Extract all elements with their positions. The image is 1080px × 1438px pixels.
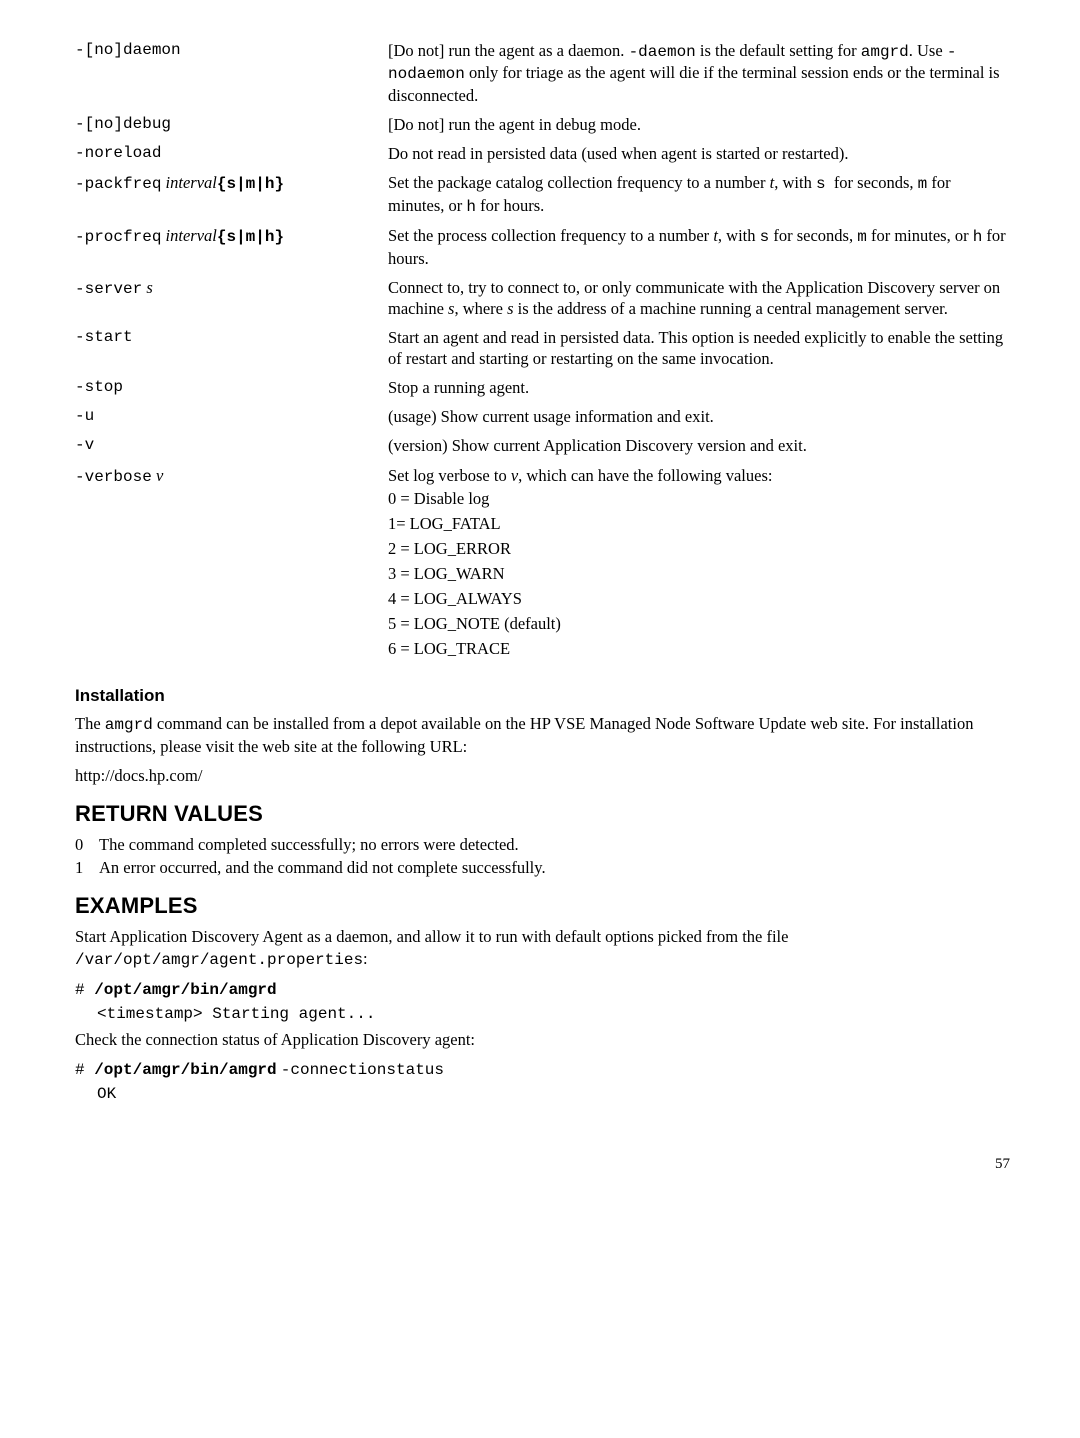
option-flag: -verbose v: [75, 463, 388, 668]
option-row: -u(usage) Show current usage information…: [75, 404, 1010, 433]
option-row: -server sConnect to, try to connect to, …: [75, 275, 1010, 325]
installation-url: http://docs.hp.com/: [75, 765, 1010, 786]
option-row: -[no]debug[Do not] run the agent in debu…: [75, 112, 1010, 141]
option-flag: -procfreq interval{s|m|h}: [75, 223, 388, 275]
option-desc: Start an agent and read in persisted dat…: [388, 325, 1010, 375]
return-value-row: 0The command completed successfully; no …: [75, 834, 1010, 855]
option-flag: -v: [75, 433, 388, 462]
option-desc: (version) Show current Application Disco…: [388, 433, 1010, 462]
example-cmd-2: # /opt/amgr/bin/amgrd -connectionstatus: [75, 1058, 1010, 1080]
verbose-intro: Set log verbose to v, which can have the…: [388, 465, 1010, 486]
option-desc: [Do not] run the agent in debug mode.: [388, 112, 1010, 141]
installation-p1: The amgrd command can be installed from …: [75, 713, 1010, 757]
option-desc: [Do not] run the agent as a daemon. -dae…: [388, 38, 1010, 112]
verbose-levels: 0 = Disable log1= LOG_FATAL2 = LOG_ERROR…: [388, 486, 1010, 662]
option-row: -stopStop a running agent.: [75, 375, 1010, 404]
verbose-level: 0 = Disable log: [388, 486, 1010, 511]
example-out-1: <timestamp> Starting agent...: [97, 1004, 1010, 1024]
option-flag: -start: [75, 325, 388, 375]
examples-p1: Start Application Discovery Agent as a d…: [75, 926, 1010, 970]
examples-heading: EXAMPLES: [75, 892, 1010, 920]
option-flag: -u: [75, 404, 388, 433]
verbose-level: 1= LOG_FATAL: [388, 511, 1010, 536]
verbose-level: 2 = LOG_ERROR: [388, 536, 1010, 561]
options-table: -[no]daemon[Do not] run the agent as a d…: [75, 38, 1010, 667]
option-row: -packfreq interval{s|m|h}Set the package…: [75, 170, 1010, 223]
option-row: -verbose vSet log verbose to v, which ca…: [75, 463, 1010, 668]
installation-heading: Installation: [75, 685, 1010, 707]
option-row: -startStart an agent and read in persist…: [75, 325, 1010, 375]
return-values-list: 0The command completed successfully; no …: [75, 834, 1010, 878]
option-row: -v(version) Show current Application Dis…: [75, 433, 1010, 462]
option-desc: (usage) Show current usage information a…: [388, 404, 1010, 433]
example-out-2: OK: [97, 1084, 1010, 1104]
return-code: 0: [75, 834, 99, 855]
option-row: -[no]daemon[Do not] run the agent as a d…: [75, 38, 1010, 112]
return-code: 1: [75, 857, 99, 878]
option-flag: -[no]daemon: [75, 38, 388, 112]
option-desc: Set log verbose to v, which can have the…: [388, 463, 1010, 668]
return-value-row: 1An error occurred, and the command did …: [75, 857, 1010, 878]
option-desc: Do not read in persisted data (used when…: [388, 141, 1010, 170]
option-row: -noreloadDo not read in persisted data (…: [75, 141, 1010, 170]
option-desc: Set the package catalog collection frequ…: [388, 170, 1010, 223]
option-desc: Connect to, try to connect to, or only c…: [388, 275, 1010, 325]
verbose-level: 3 = LOG_WARN: [388, 561, 1010, 586]
option-flag: -[no]debug: [75, 112, 388, 141]
option-desc: Stop a running agent.: [388, 375, 1010, 404]
examples-p2: Check the connection status of Applicati…: [75, 1029, 1010, 1050]
verbose-level: 5 = LOG_NOTE (default): [388, 611, 1010, 636]
option-flag: -packfreq interval{s|m|h}: [75, 170, 388, 223]
return-desc: The command completed successfully; no e…: [99, 834, 519, 855]
return-values-heading: RETURN VALUES: [75, 800, 1010, 828]
option-flag: -server s: [75, 275, 388, 325]
option-desc: Set the process collection frequency to …: [388, 223, 1010, 275]
example-cmd-1: # /opt/amgr/bin/amgrd: [75, 978, 1010, 1000]
verbose-level: 6 = LOG_TRACE: [388, 636, 1010, 661]
option-row: -procfreq interval{s|m|h}Set the process…: [75, 223, 1010, 275]
option-flag: -stop: [75, 375, 388, 404]
option-flag: -noreload: [75, 141, 388, 170]
verbose-level: 4 = LOG_ALWAYS: [388, 586, 1010, 611]
return-desc: An error occurred, and the command did n…: [99, 857, 546, 878]
page-number: 57: [75, 1155, 1010, 1174]
